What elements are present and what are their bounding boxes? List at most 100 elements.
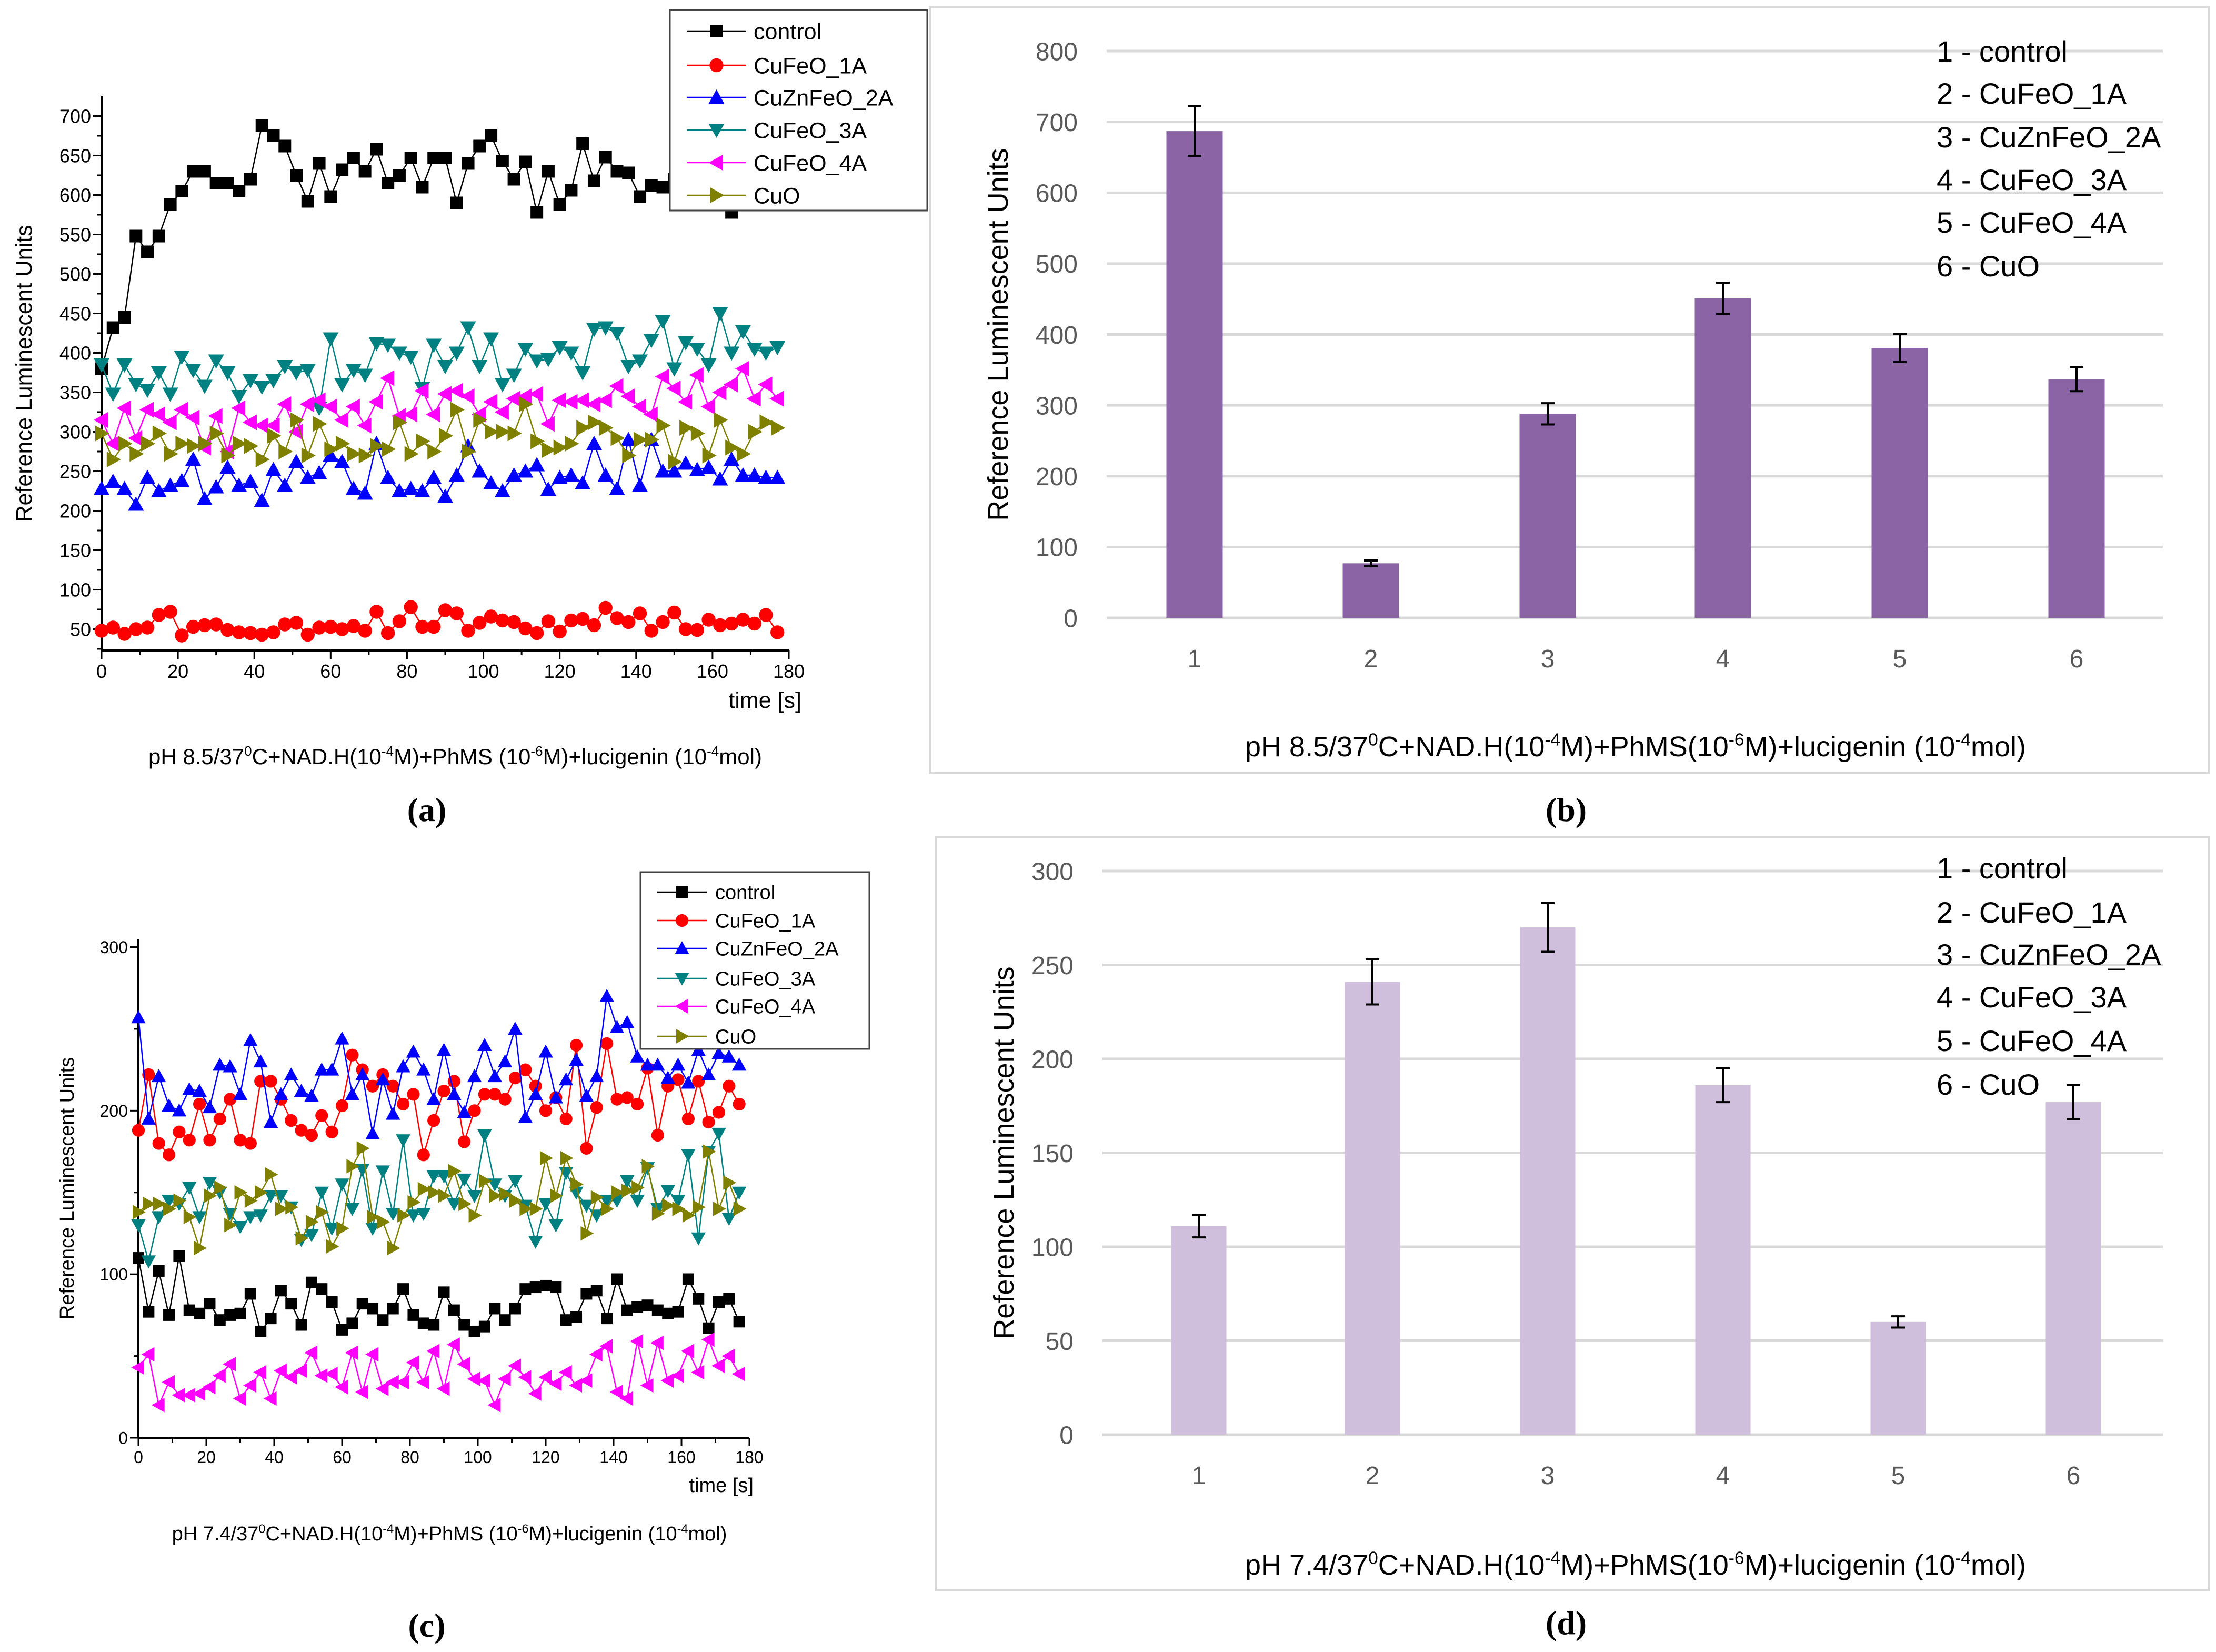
data-point xyxy=(253,1365,267,1380)
data-point xyxy=(473,412,488,428)
data-point xyxy=(278,139,292,153)
data-point xyxy=(620,432,637,446)
data-point xyxy=(622,166,635,179)
legend-marker xyxy=(676,886,688,898)
data-point xyxy=(414,383,429,399)
data-point xyxy=(438,1188,452,1203)
data-point xyxy=(377,1314,389,1326)
bar-chart-d: 0 50 100 150 200 250 300 1 2 3 4 5 6 Reference Lumine… xyxy=(935,836,2210,1641)
data-point xyxy=(769,341,786,355)
y-tick-label: 300 xyxy=(1031,858,1074,886)
data-point xyxy=(448,1164,462,1179)
data-point xyxy=(724,616,739,631)
data-point xyxy=(620,1091,634,1104)
chart-frame xyxy=(929,6,2210,774)
data-point xyxy=(198,165,211,178)
data-point xyxy=(621,1304,633,1316)
data-point xyxy=(599,151,612,164)
y-tick-label: 550 xyxy=(59,224,91,245)
data-point xyxy=(173,1193,187,1208)
data-point xyxy=(275,1202,288,1216)
data-point xyxy=(600,1037,614,1050)
series-CuZnFeO_2A xyxy=(131,989,747,1139)
data-point xyxy=(746,391,761,407)
data-point xyxy=(304,1088,319,1102)
data-point xyxy=(550,1188,564,1203)
data-point xyxy=(473,139,486,153)
data-point xyxy=(597,321,614,336)
data-point xyxy=(335,1099,349,1113)
data-point xyxy=(94,480,109,495)
legend-label: control xyxy=(754,19,821,44)
data-point xyxy=(553,439,568,456)
data-point xyxy=(723,1175,737,1190)
legend-label: CuFeO_3A xyxy=(754,118,867,143)
data-point xyxy=(301,195,314,208)
data-point xyxy=(528,1236,543,1249)
data-point xyxy=(151,366,167,381)
data-point xyxy=(670,1195,686,1208)
data-point xyxy=(295,1319,307,1331)
data-point xyxy=(285,1114,298,1127)
data-point xyxy=(172,1388,185,1403)
data-point xyxy=(439,152,452,164)
data-point xyxy=(324,1223,339,1236)
y-tick-label: 0 xyxy=(1059,1421,1074,1449)
data-point xyxy=(406,1209,421,1223)
data-point xyxy=(599,420,614,436)
data-point xyxy=(417,1148,430,1162)
data-point xyxy=(336,1324,348,1336)
data-point xyxy=(335,1379,348,1395)
data-point xyxy=(284,1370,297,1385)
data-point xyxy=(417,1317,429,1329)
data-point xyxy=(152,1137,165,1150)
data-point xyxy=(323,398,337,415)
data-point xyxy=(426,338,442,353)
data-point xyxy=(560,1314,572,1326)
data-point xyxy=(231,390,247,404)
legend-entry: 5 - CuFeO_4A xyxy=(1937,206,2127,239)
data-point xyxy=(263,1189,278,1203)
data-point xyxy=(116,480,133,495)
data-point xyxy=(386,1375,399,1390)
legend-label: CuO xyxy=(754,183,800,208)
data-point xyxy=(305,1214,319,1229)
data-point xyxy=(152,229,165,243)
data-point xyxy=(693,1293,705,1305)
data-point xyxy=(416,433,430,449)
data-point xyxy=(427,1114,440,1127)
data-point xyxy=(300,627,315,642)
x-tick-label: 80 xyxy=(396,660,417,682)
data-point xyxy=(448,1304,460,1316)
data-point xyxy=(643,334,659,348)
data-point xyxy=(609,480,625,495)
data-point xyxy=(671,1073,685,1086)
data-point xyxy=(496,155,509,167)
data-point xyxy=(182,1182,197,1195)
legend-entry: 5 - CuFeO_4A xyxy=(1937,1024,2127,1057)
data-point xyxy=(266,625,280,639)
data-point xyxy=(131,1360,144,1375)
data-point xyxy=(106,620,120,635)
data-point xyxy=(437,360,453,374)
data-point xyxy=(334,412,349,428)
data-point xyxy=(323,447,339,462)
caption-text: M)+PhMS(10 xyxy=(1560,731,1729,763)
y-tick-label: 50 xyxy=(1046,1328,1074,1356)
data-point xyxy=(487,1398,501,1413)
data-point xyxy=(242,414,257,430)
data-point xyxy=(221,177,234,189)
data-point xyxy=(314,1062,329,1076)
caption-superscript: -4 xyxy=(1955,730,1971,749)
data-point xyxy=(427,152,440,164)
data-point xyxy=(689,343,705,357)
data-point xyxy=(678,622,693,636)
x-tick-label: 0 xyxy=(96,660,107,682)
data-point xyxy=(519,396,534,412)
legend-entry: 6 - CuO xyxy=(1937,249,2040,283)
data-point xyxy=(294,1084,309,1097)
data-point xyxy=(265,1167,278,1182)
data-point xyxy=(151,1069,166,1083)
data-point xyxy=(162,1148,176,1162)
